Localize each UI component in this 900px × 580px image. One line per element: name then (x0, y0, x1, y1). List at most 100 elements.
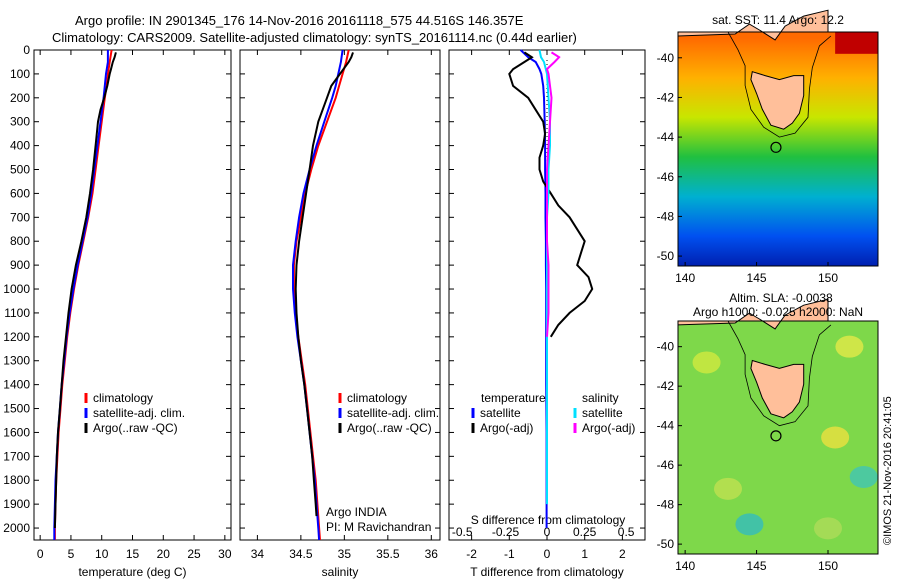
x-tick-label: 150 (818, 559, 838, 573)
sst-warm-core (835, 32, 878, 54)
salinity-tick-label: -0.5 (452, 525, 473, 539)
y-tick-label: 0 (23, 43, 30, 57)
temperature-panel: 0 5 10 15 20 25 300100200300400500600700800900… (3, 43, 232, 579)
series-line-temperature-argo-adj- (508, 51, 594, 338)
y-tick-label: 200 (10, 91, 30, 105)
header-line-1: Argo profile: IN 2901345_176 14-Nov-2016… (75, 13, 524, 28)
sla-map-panel: 140 145 150 -40 -42 -44 -46 -48 -50 Altim. SLA: -… (657, 291, 879, 573)
y-tick-label: 1400 (3, 378, 30, 392)
y-tick-label: 1200 (3, 330, 30, 344)
legend-entry: climatology (93, 391, 153, 405)
salinity-tick-label: 0.25 (573, 525, 597, 539)
sla-anomaly (849, 465, 878, 488)
y-tick-label: -40 (657, 340, 675, 354)
map-frame (677, 320, 879, 555)
sla-anomaly (821, 426, 850, 449)
x-axis-label: salinity (322, 565, 359, 579)
x-tick-label: 5 (68, 547, 75, 561)
credit-label: ©IMOS 21-Nov-2016 20:41:05 (882, 396, 894, 545)
map-title: sat. SST: 11.4 Argo: 12.2 (712, 13, 844, 27)
plot-frame (33, 49, 232, 541)
y-tick-label: 1800 (3, 473, 30, 487)
y-tick-label: 1900 (3, 497, 30, 511)
y-tick-label: -40 (657, 51, 675, 65)
x-axis-label: T difference from climatology (470, 565, 624, 579)
salinity-tick-label: -0.25 (492, 525, 520, 539)
y-tick-label: 2000 (3, 521, 30, 535)
bathymetry-contour (727, 31, 832, 138)
x-axis-label: temperature (deg C) (78, 565, 186, 579)
legend-entry: Argo(..raw -QC) (347, 421, 432, 435)
header-line-2: Climatology: CARS2009. Satellite-adjuste… (52, 30, 577, 45)
x-tick-label: 35 (338, 547, 352, 561)
x-tick-label: 145 (747, 559, 767, 573)
y-tick-label: 300 (10, 115, 30, 129)
y-tick-label: -48 (657, 498, 675, 512)
sla-anomaly (735, 513, 764, 536)
sst-field (678, 32, 878, 266)
x-tick-label: 15 (126, 547, 140, 561)
annotation: Argo INDIA (326, 505, 387, 519)
y-tick-label: 800 (10, 234, 30, 248)
x-tick-label: 34 (251, 547, 265, 561)
y-tick-label: -46 (657, 170, 675, 184)
legend-heading: salinity (582, 391, 619, 405)
x-tick-label: -2 (466, 547, 477, 561)
legend-entry: satellite (480, 406, 521, 420)
legend-heading: temperature (481, 391, 546, 405)
y-tick-label: -44 (657, 130, 675, 144)
legend-entry: Argo(-adj) (480, 421, 533, 435)
x-tick-label: 140 (675, 271, 695, 285)
y-tick-label: -48 (657, 209, 675, 223)
y-tick-label: 1500 (3, 402, 30, 416)
x-tick-label: 25 (187, 547, 201, 561)
legend-entry: satellite-adj. clim. (93, 406, 185, 420)
legend-entry: satellite-adj. clim. (347, 406, 439, 420)
legend-entry: satellite (582, 406, 623, 420)
x-tick-label: 34.5 (289, 547, 313, 561)
legend-entry: Argo(-adj) (582, 421, 635, 435)
x-tick-label: 0 (544, 547, 551, 561)
x-tick-label: 150 (818, 271, 838, 285)
x-tick-label: 35.5 (376, 547, 400, 561)
map-frame (677, 31, 879, 267)
x-tick-label: 1 (581, 547, 588, 561)
sla-anomaly (814, 517, 842, 540)
tasmania-land (750, 359, 805, 419)
legend-entry: Argo(..raw -QC) (93, 421, 178, 435)
x-tick-label: 20 (157, 547, 171, 561)
y-tick-label: 600 (10, 186, 30, 200)
sst-map-panel: 140 145 150 -40 -42 -44 -46 -48 -50 sat. SST: 11.… (657, 9, 879, 285)
x-tick-label: 140 (675, 559, 695, 573)
x-tick-label: 36 (425, 547, 439, 561)
x-tick-label: 145 (747, 271, 767, 285)
series-line-argo-raw-qc- (294, 52, 354, 517)
y-tick-label: 500 (10, 163, 30, 177)
sla-anomaly (692, 351, 721, 374)
sla-anomaly (835, 335, 864, 358)
difference-panel: -2 -1 0 1 2 -0.5 -0.25 0 0.25 0.5S difference fro… (448, 49, 646, 579)
tasmania-land (750, 71, 805, 130)
x-tick-label: 10 (95, 547, 109, 561)
profile-marker (770, 430, 782, 442)
series-line-salinity-argo-adj- (545, 51, 561, 337)
y-tick-label: 1100 (4, 306, 30, 320)
x-tick-label: -1 (504, 547, 515, 561)
x-tick-label: 30 (218, 547, 232, 561)
legend-entry: climatology (347, 391, 407, 405)
y-tick-label: 1000 (3, 282, 30, 296)
plot-frame (239, 49, 441, 541)
y-tick-label: -50 (657, 249, 675, 263)
bathymetry-contour (727, 320, 832, 427)
salinity-panel: 34 34.5 35 35.5 36 salinity climatologysatelli… (239, 49, 441, 579)
y-tick-label: -46 (657, 458, 675, 472)
y-tick-label: 1300 (3, 354, 30, 368)
y-tick-label: -44 (657, 419, 675, 433)
salinity-axis-label: S difference from climatology (471, 513, 626, 527)
profile-marker (770, 141, 782, 153)
x-tick-label: 2 (619, 547, 626, 561)
map-subtitle: Argo h1000: -0.025 h2000: NaN (693, 305, 863, 319)
x-tick-label: 0 (37, 547, 44, 561)
y-tick-label: 1600 (3, 425, 30, 439)
